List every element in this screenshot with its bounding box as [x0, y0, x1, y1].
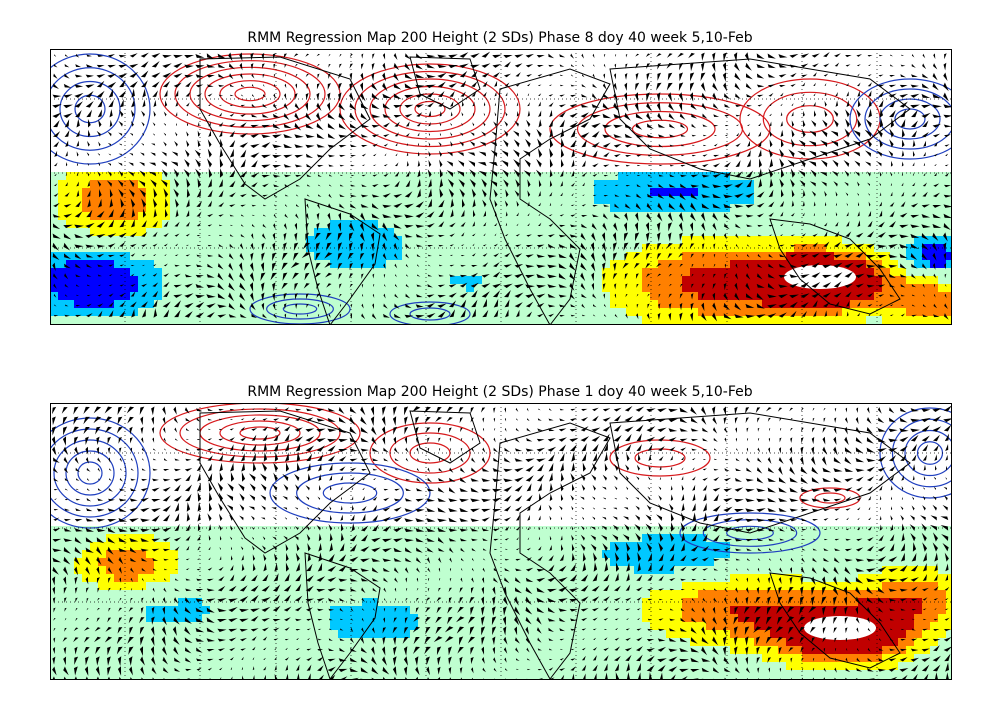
map2-coastline-5 — [409, 410, 481, 464]
panel-1-title: RMM Regression Map 200 Height (2 SDs) Ph… — [247, 30, 753, 46]
map-panel-2 — [50, 403, 952, 680]
panel-2-title: RMM Regression Map 200 Height (2 SDs) Ph… — [247, 384, 753, 400]
map2-coastline-3 — [609, 412, 911, 534]
map1-coastline-3 — [609, 58, 911, 180]
regression-map-1 — [50, 49, 952, 325]
regression-map-2 — [50, 403, 952, 680]
map-panel-1 — [50, 49, 952, 325]
map1-coastline-0 — [199, 56, 371, 200]
map1-coastlines — [199, 56, 911, 325]
map2-coastline-0 — [199, 410, 371, 554]
map2-coastlines — [199, 410, 911, 680]
map1-coastline-4 — [769, 218, 901, 315]
map1-frame — [50, 49, 952, 325]
map1-coastline-2 — [489, 68, 611, 325]
map2-coastline-1 — [304, 552, 381, 680]
map2-frame — [50, 403, 952, 680]
map1-coastline-1 — [304, 198, 381, 325]
map1-wind-vectors — [52, 51, 952, 322]
